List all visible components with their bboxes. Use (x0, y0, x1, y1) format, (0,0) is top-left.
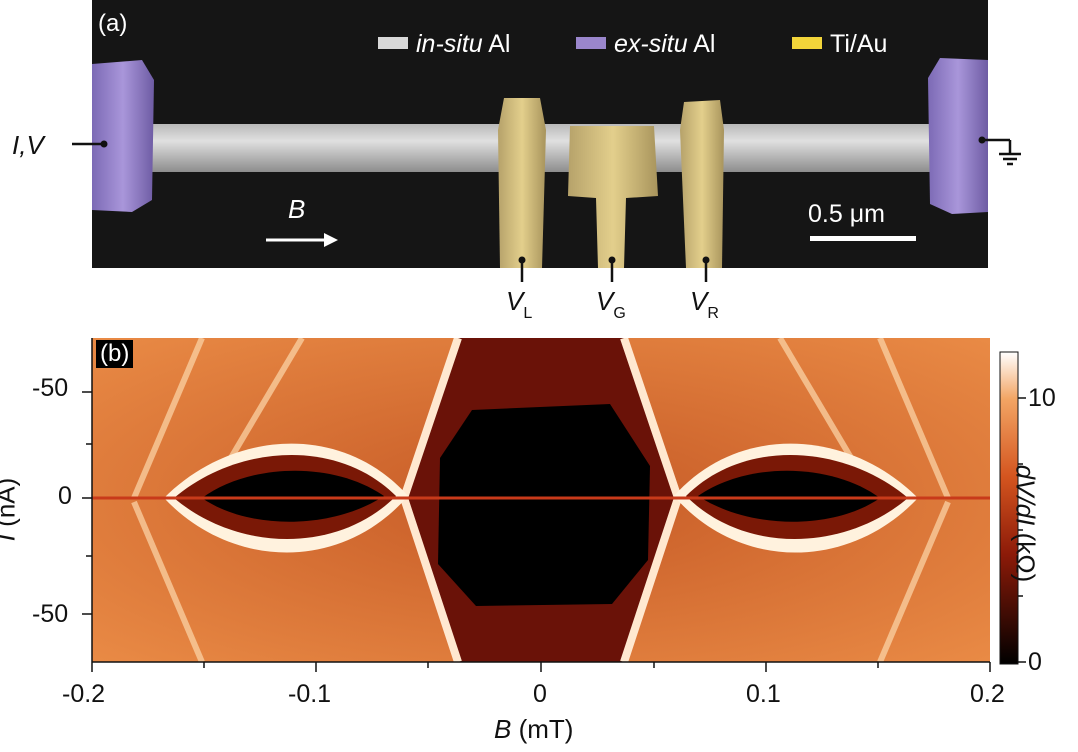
legend-swatch-tiau (792, 37, 822, 50)
legend-insitu-italic: in-situ (416, 30, 483, 58)
y-axis-label: I (nA) (0, 478, 21, 542)
sem-image-panel: (a) in-situ Al ex-situ Al Ti/Au B 0.5 μm (92, 0, 988, 268)
x-tick-1: -0.1 (288, 680, 332, 708)
panel-a-label: (a) (98, 10, 128, 37)
legend-exsitu: ex-situ Al (576, 30, 715, 59)
legend-insitu-text: Al (482, 30, 511, 58)
legend-swatch-exsitu (576, 37, 606, 50)
wiring-overlay (72, 136, 1021, 282)
gate-left (498, 98, 546, 268)
gate-label-right: VR (690, 286, 719, 322)
gate-middle-symbol: V (596, 286, 614, 316)
field-arrow-head (324, 233, 338, 247)
terminal-label: I,V (12, 130, 44, 161)
gate-right (680, 100, 724, 268)
y-axis-label-unit: (nA) (0, 477, 21, 527)
gate-middle (568, 126, 658, 268)
gate-label-left: VL (506, 286, 532, 322)
gate-label-middle: VG (596, 286, 626, 322)
colorbar-label-italic: dV/dI (1010, 464, 1041, 526)
y-tick-top: -50 (32, 374, 69, 402)
field-label: B (288, 194, 306, 224)
gate-left-sub: L (523, 305, 533, 322)
legend-tiau-text: Ti/Au (830, 30, 888, 58)
colorbar-tick-0: 0 (1028, 648, 1042, 676)
legend-insitu: in-situ Al (378, 30, 510, 59)
x-tick-0: -0.2 (62, 680, 106, 708)
gate-left-symbol: V (506, 286, 524, 316)
x-tick-3: 0.1 (746, 680, 781, 708)
y-tick-bottom: -50 (32, 600, 69, 628)
x-axis-label-italic: B (494, 714, 512, 744)
y-tick-mid: 0 (58, 482, 72, 510)
gate-right-sub: R (707, 305, 719, 322)
right-contact (928, 58, 988, 214)
panel-b-label: (b) (96, 340, 134, 368)
central-gap (438, 404, 650, 606)
heatmap-panel: (b) (92, 338, 990, 662)
x-axis-label: B (mT) (494, 714, 573, 745)
heatmap (92, 338, 990, 662)
legend-tiau: Ti/Au (792, 30, 887, 59)
x-tick-4: 0.2 (970, 680, 1005, 708)
legend-exsitu-italic: ex-situ (614, 30, 688, 58)
scalebar (810, 236, 916, 241)
colorbar-label: dV/dI (kΩ) (1009, 465, 1040, 583)
legend-exsitu-text: Al (687, 30, 716, 58)
axes-overlay (82, 338, 1026, 672)
colorbar-tick-10: 10 (1028, 384, 1056, 412)
colorbar (999, 351, 1019, 665)
gate-right-symbol: V (690, 286, 708, 316)
gate-middle-sub: G (613, 305, 626, 322)
legend-swatch-insitu (378, 37, 408, 50)
x-axis-label-unit: (mT) (511, 714, 574, 744)
terminal-label-text: I,V (12, 130, 44, 160)
x-tick-2: 0 (533, 680, 547, 708)
scalebar-label: 0.5 μm (808, 200, 885, 228)
sem-image (92, 58, 988, 268)
y-axis-label-italic: I (0, 534, 20, 541)
left-contact (92, 60, 154, 212)
colorbar-label-unit: (kΩ) (1010, 525, 1041, 583)
